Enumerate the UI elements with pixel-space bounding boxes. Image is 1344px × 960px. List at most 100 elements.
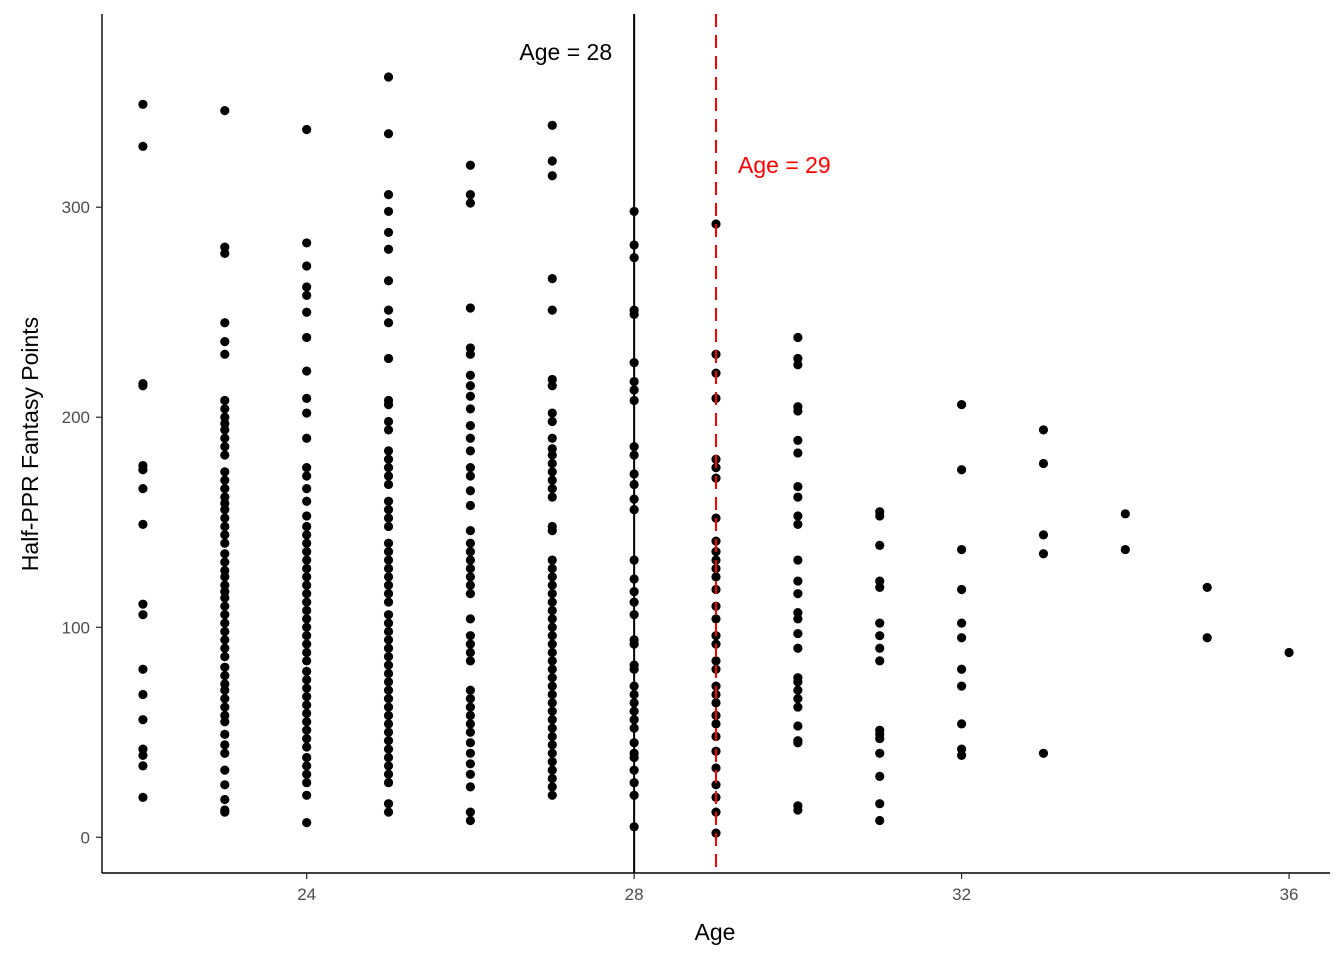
data-point [383,479,394,490]
data-point [793,511,803,521]
data-point [875,643,885,653]
reference-lines: Age = 28 Age = 29 [519,14,831,873]
data-point [1202,633,1212,643]
data-point [138,715,148,725]
data-point [793,519,803,529]
data-point [547,765,557,775]
data-point [957,584,967,595]
data-point [383,496,394,506]
data-point [220,425,230,435]
data-point [220,395,230,406]
data-point [302,733,312,744]
data-point [793,492,803,502]
data-point [547,715,557,725]
data-point [138,599,148,609]
data-point [220,729,230,739]
data-point [383,318,394,328]
data-point [383,513,394,523]
data-point [383,563,394,574]
data-point [465,738,475,748]
data-point [383,744,394,754]
data-point [220,601,230,611]
data-point [220,498,230,508]
data-point [383,446,394,456]
data-point [465,463,475,473]
data-point [793,721,803,731]
data-point [547,305,557,315]
data-point [302,433,312,443]
data-point [875,815,885,826]
data-point [220,565,230,576]
data-point [957,465,967,475]
data-point [383,471,394,481]
data-point [302,639,312,649]
data-point [465,727,475,737]
data-point [302,538,312,548]
data-point [220,433,230,443]
data-point [138,744,148,754]
data-point [793,576,803,586]
data-point [220,626,230,637]
data-point [302,282,312,292]
data-point [302,778,312,788]
data-point [875,576,885,586]
data-point [383,677,394,687]
data-point [383,597,394,607]
data-point [547,589,557,599]
data-point [383,244,394,254]
data-point [302,605,312,616]
data-point [302,717,312,727]
data-point [383,276,394,286]
data-point [220,404,230,414]
data-point [383,538,394,548]
data-point [547,444,557,454]
data-point [383,580,394,590]
data-point [465,471,475,481]
data-point [220,635,230,645]
data-point [547,614,557,624]
data-point [793,694,803,704]
data-point [220,618,230,628]
data-point [302,393,312,403]
y-tick-label: 100 [62,618,90,637]
data-point [302,563,312,574]
data-point [793,628,803,639]
data-point [793,406,803,416]
data-point [220,717,230,727]
data-point [1038,458,1049,469]
data-point [465,631,475,641]
data-point [302,547,312,557]
data-point [220,580,230,590]
data-point [875,748,885,758]
y-tick-label: 300 [62,198,90,217]
data-point [793,643,803,653]
data-point [793,805,803,815]
x-tick-label: 24 [297,885,316,904]
data-point [957,719,967,729]
data-point [465,815,475,826]
data-point [220,549,230,559]
data-point [465,303,475,313]
data-point [547,450,557,460]
data-point [465,160,475,170]
data-point [383,618,394,628]
data-point [220,610,230,620]
data-point [793,481,803,492]
data-point [220,242,230,252]
data-point [465,381,475,391]
data-point [138,610,148,620]
data-point [547,664,557,674]
data-point [793,607,803,618]
data-point [547,731,557,742]
data-point [220,492,230,502]
data-point [383,769,394,779]
data-point [302,761,312,771]
data-point [465,433,475,443]
data-point [383,626,394,637]
data-point [957,750,967,760]
data-point [138,792,148,802]
data-point [220,780,230,790]
data-point [302,769,312,779]
data-point [383,702,394,712]
data-point [465,647,475,658]
